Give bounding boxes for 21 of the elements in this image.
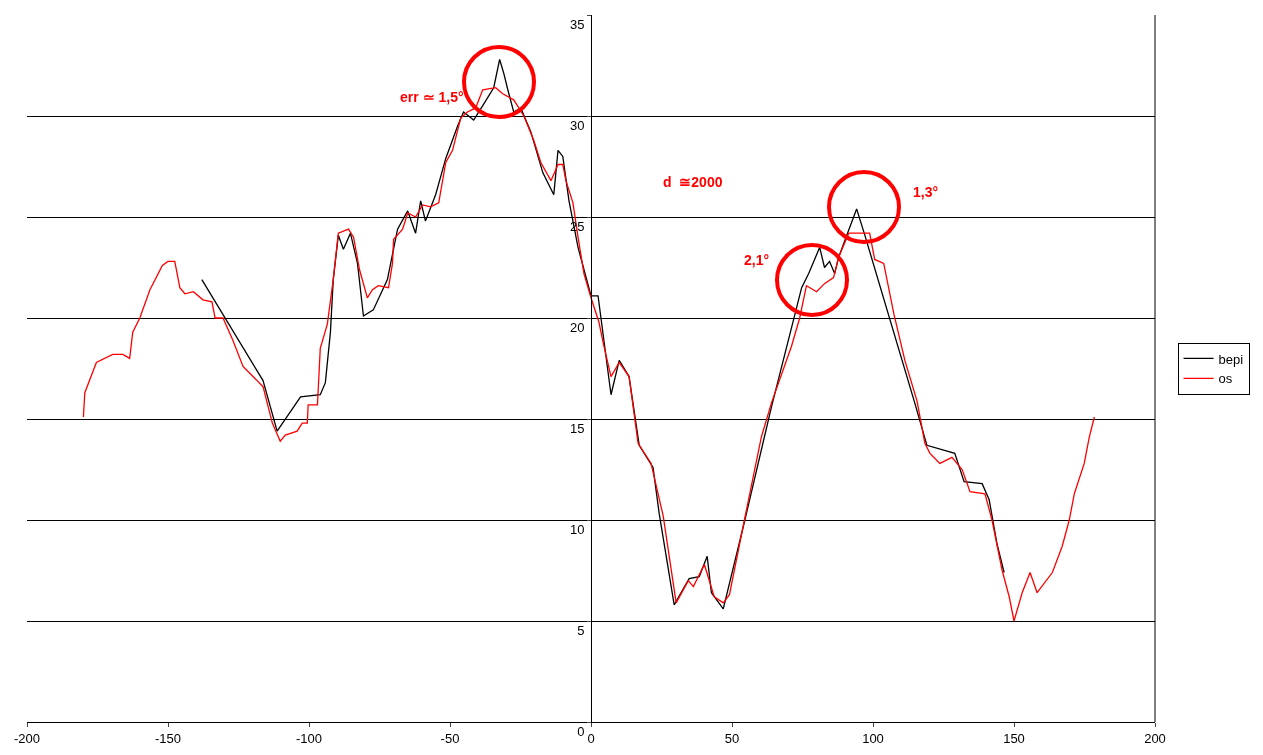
x-tick-label: 50: [724, 730, 740, 746]
y-tick-label: 10: [569, 521, 585, 537]
annotation: d ≅2000: [663, 174, 723, 190]
y-tick-label: 30: [569, 117, 585, 133]
x-tick-label: 100: [862, 730, 884, 746]
y-tick-label: 15: [569, 420, 585, 436]
annotation: 2,1°: [744, 252, 770, 268]
x-tick-label: -50: [440, 730, 460, 746]
x-tick-label: 200: [1144, 730, 1166, 746]
y-tick-label: 20: [569, 319, 585, 335]
x-tick-label: -150: [154, 730, 182, 746]
x-tick-label: 150: [1003, 730, 1025, 746]
x-tick-label: -100: [295, 730, 323, 746]
x-tick-label: -200: [13, 730, 41, 746]
x-tick-label: 0: [587, 730, 595, 746]
y-tick-label: 5: [577, 622, 585, 638]
legend-label: bepi: [1218, 351, 1244, 367]
annotation: 1,3°: [913, 184, 939, 200]
legend-label: os: [1218, 371, 1233, 387]
annotation: err ≃ 1,5°: [400, 89, 464, 105]
y-tick-label: 35: [569, 16, 585, 32]
